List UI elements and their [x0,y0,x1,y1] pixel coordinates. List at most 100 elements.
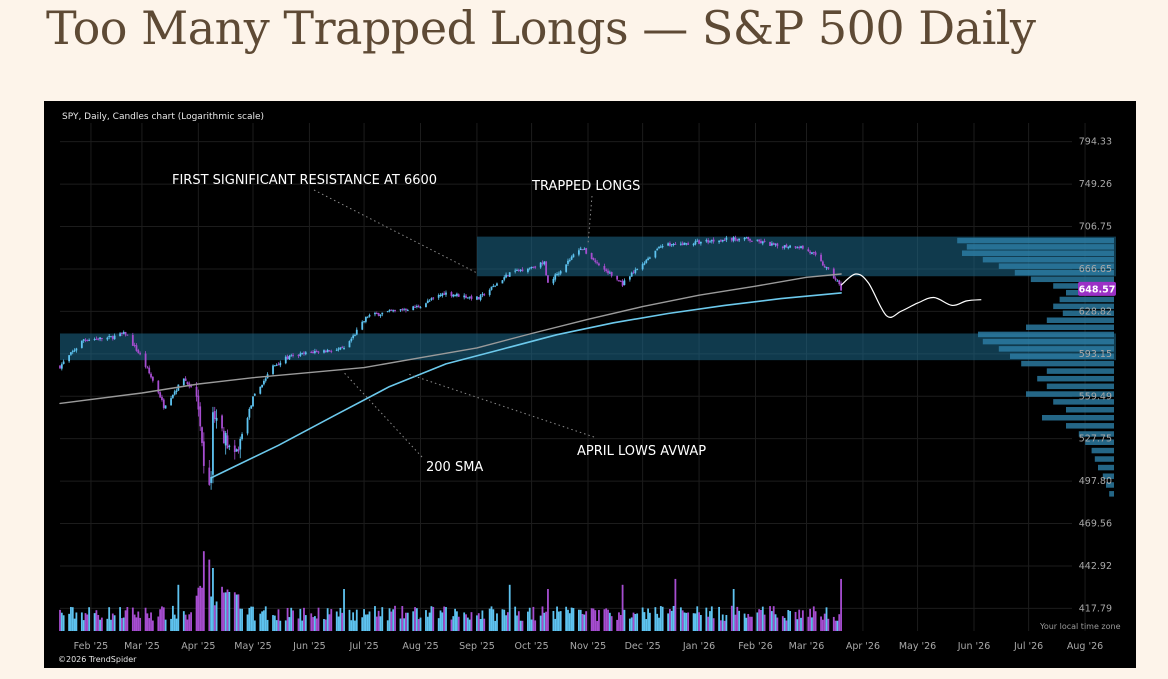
candle-body [364,317,367,322]
candle-body [827,267,830,269]
volume-bar [326,608,329,631]
candle-body [394,309,396,311]
candle-body [299,353,302,356]
volume-bar [213,605,216,631]
x-tick-label: Jan '26 [682,641,715,652]
candle-body [343,348,345,350]
volume-bar [812,606,815,631]
x-tick-label: Jun '25 [292,641,326,652]
volume-bar [264,606,267,631]
volume-bar [590,608,593,631]
volume-bar [292,610,294,631]
volume-bar [776,617,779,631]
x-tick-label: Feb '25 [74,641,109,652]
candle-body [730,237,733,241]
volume-bar [324,619,327,631]
candle-body [379,314,382,317]
candle-body [527,268,529,272]
y-tick-label: 469.56 [1079,519,1112,530]
volume-profile-bar [1102,473,1114,479]
candle-body [572,254,575,258]
volume-bar [210,596,213,631]
y-tick-label: 749.26 [1079,179,1112,190]
candle-body [758,239,761,242]
x-tick-label: Mar '26 [789,641,825,652]
candle-body [496,283,498,286]
volume-bar [226,589,229,631]
volume-bar [343,589,345,631]
candle-body [273,365,276,367]
volume-bar [394,605,396,631]
volume-bar [84,613,87,631]
y-tick-label: 706.75 [1079,222,1112,233]
volume-bar [647,608,649,631]
volume-bar [483,618,486,631]
candle-body [479,295,482,300]
candle-body [699,241,702,244]
volume-bar [379,616,382,631]
candle-body [226,435,229,449]
volume-bar [581,613,584,631]
x-tick-label: Aug '26 [1067,641,1103,652]
volume-bar [279,620,282,631]
volume-bar [390,611,393,631]
candle-body [68,355,71,362]
chart-container[interactable]: FIRST SIGNIFICANT RESISTANCE AT 6600 TRAP… [44,101,1136,668]
volume-profile-bar [1030,276,1114,283]
candle-body [585,248,588,254]
volume-bar [252,606,254,631]
volume-bar [787,610,790,631]
candle-body [685,243,688,245]
candle-body [568,260,571,262]
candle-body [492,285,495,287]
volume-bar [157,616,160,631]
volume-bar [177,584,180,631]
volume-bar [734,614,737,631]
resistance-annotation-leader [313,189,478,274]
volume-bar [443,606,446,631]
volume-bar [585,611,588,631]
candle-body [170,398,172,406]
volume-bar [182,611,185,631]
candle-body [388,309,391,312]
candle-body [581,249,584,251]
volume-bar [798,609,801,631]
volume-bar [594,610,597,631]
candle-body [832,268,835,279]
volume-bar [290,607,293,631]
candle-body [579,248,582,251]
candle-body [272,365,274,374]
candle-body [428,300,431,302]
volume-bar [263,610,265,631]
candle-body [290,355,293,357]
candle-body [643,263,646,265]
volume-profile-bar [1091,447,1114,454]
candle-body [570,256,573,260]
candle-body [596,262,599,264]
candle-body [789,245,791,248]
volume-bar [445,607,447,631]
candle-body [454,295,456,297]
candle-body [616,275,619,280]
volume-bar [721,614,724,631]
avwap-annotation: APRIL LOWS AVWAP [577,444,706,459]
candle-body [545,261,548,276]
candle-body [368,314,371,317]
candle-body [82,339,85,341]
candle-body [760,240,762,244]
volume-bar [437,618,440,631]
candle-body [164,405,167,409]
candle-body [330,351,333,353]
candle-body [503,277,506,280]
volume-bar [836,620,839,631]
candle-body [259,386,262,394]
candle-body [237,448,240,452]
volume-bar [796,619,799,631]
volume-bar [121,618,123,631]
volume-bar [679,607,682,631]
candle-body [208,467,211,485]
candle-body [820,254,822,262]
candle-body [417,305,420,308]
candle-body [501,280,504,284]
candle-body [745,237,748,239]
